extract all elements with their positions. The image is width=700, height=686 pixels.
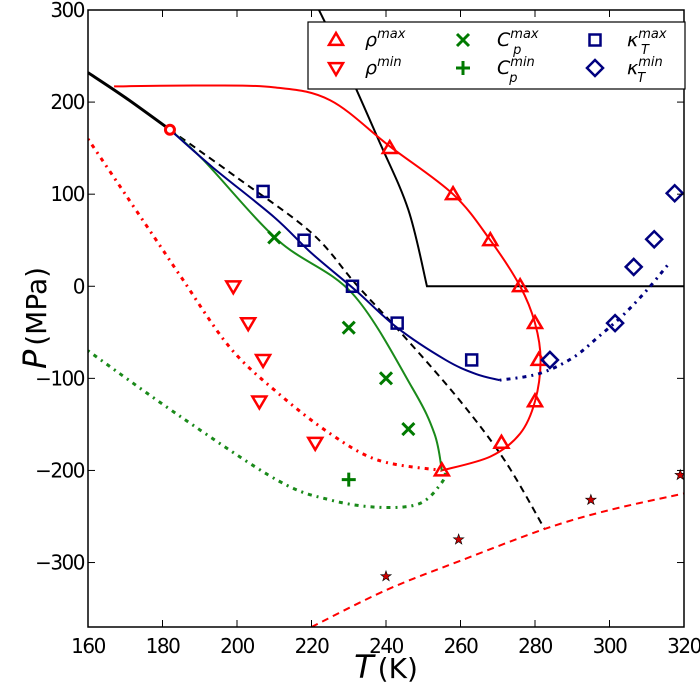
marker-kt_min [644,229,664,250]
marker-rho_max [525,313,545,330]
legend-superscript: max [638,27,667,42]
y-tick-label: 200 [50,90,84,114]
y-tick-label: −100 [35,366,85,390]
legend-superscript: max [510,27,539,42]
x-axis-label: T (K) [354,648,418,686]
legend-label-cp_min: Cmin p [497,55,535,86]
marker-stars [379,569,393,582]
legend-symbol: C [497,29,511,51]
x-tick-label: 180 [146,634,180,658]
x-tick-label: 200 [220,634,254,658]
legend-label-kt_max: κmax T [627,27,667,58]
y-tick-label: −300 [35,551,85,575]
curve-red-solid [114,84,542,472]
marker-rho_max [432,460,452,477]
marker-stars [584,493,597,506]
marker-stars [674,468,684,481]
curve-blue-solid [169,128,500,382]
curve-blue-dotted [499,262,671,382]
legend-symbol: ρ [365,57,377,79]
x-tick-label: 220 [295,634,329,658]
marker-critical_point [163,123,176,136]
legend-marker-rho_max [326,30,346,47]
y-tick-label: 100 [50,182,84,206]
x-tick-label: 160 [71,634,105,658]
curve-black-solid-left [88,71,171,131]
marker-kt_max [345,279,360,294]
marker-kt_max [390,316,404,330]
legend-symbol: C [497,57,511,79]
x-tick-label: 260 [444,634,478,658]
marker-rho_min [250,395,269,411]
legend-marker-cp_max [455,32,471,48]
marker-rho_max [443,184,463,201]
legend-label-cp_max: Cmax p [497,27,539,58]
marker-kt_min [605,313,625,333]
y-axis-label: P(MPa) [16,267,54,369]
marker-cp_max [378,371,394,386]
marker-rho_max [380,138,399,155]
x-tick-label: 320 [667,634,700,658]
legend-subscript: p [508,71,517,86]
legend-superscript: max [377,27,406,42]
markers [163,123,684,582]
curve-green-solid [169,128,443,471]
curves [88,10,684,627]
marker-rho_max [510,276,530,293]
y-tick-label: 0 [73,274,85,298]
y-tick-label: 300 [50,0,84,22]
marker-kt_min [664,183,684,204]
marker-kt_max [297,233,311,247]
x-tick-label: 240 [369,634,403,658]
legend-marker-cp_min [456,61,470,75]
marker-rho_min [253,353,273,370]
legend-label-rho_max: ρmax [365,27,406,51]
legend-label-kt_min: κmin T [627,55,663,86]
marker-rho_min [238,316,258,333]
marker-rho_max [525,391,545,408]
legend-superscript: min [377,55,402,70]
marker-cp_max [401,421,416,437]
legend-symbol: κ [627,29,639,51]
marker-rho_max [481,230,500,247]
legend-symbol: ρ [365,29,377,51]
marker-cp_min [341,472,356,487]
x-tick-label: 300 [593,634,627,658]
curve-black-dashed [169,128,546,529]
legend-subscript: p [512,43,521,58]
axis-ticks: 160 180 200 220 240 260 280 300 320 −300 −200 −100 0… [35,0,700,658]
marker-cp_max [267,230,282,245]
marker-kt_min [540,350,560,370]
x-tick-label: 280 [518,634,552,658]
marker-kt_max [464,353,479,367]
marker-stars [452,533,465,545]
legend-superscript: min [510,55,535,70]
legend-superscript: min [638,55,663,70]
legend-symbol: κ [627,57,639,79]
marker-kt_max [256,184,270,199]
legend-label-rho_min: ρmin [365,55,402,79]
legend-box [307,21,686,90]
curve-red-dashed [311,492,684,627]
legend-marker-kt_min [585,58,605,78]
legend-subscript: T [641,43,650,58]
legend-marker-rho_min [326,61,346,78]
legend-marker-kt_max [588,33,602,47]
marker-rho_min [306,436,325,453]
marker-kt_min [623,257,644,277]
legend-subscript: T [637,71,646,86]
marker-cp_max [341,320,356,335]
curve-red-dotted [88,138,443,472]
marker-rho_max [492,433,511,449]
y-tick-label: −200 [35,458,85,482]
marker-rho_min [224,280,243,296]
